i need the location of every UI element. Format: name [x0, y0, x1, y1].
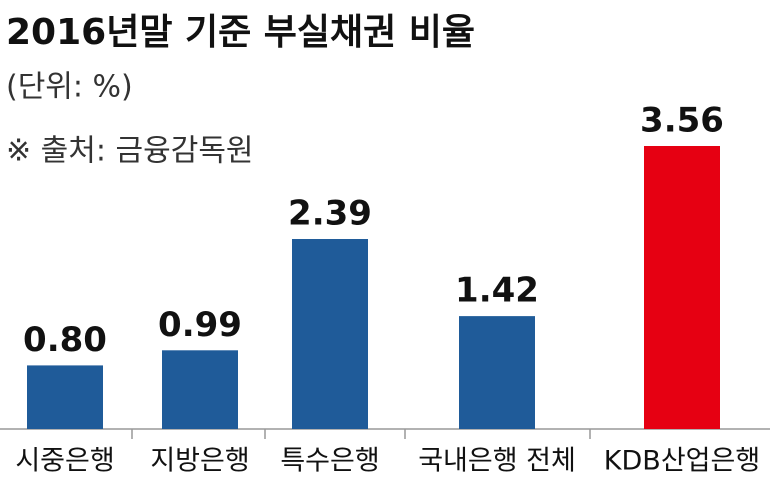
x-tick-label: KDB산업은행 — [604, 446, 760, 477]
value-label: 3.56 — [640, 101, 724, 141]
value-label: 2.39 — [288, 194, 372, 234]
chart-subtitle: (단위: %) — [6, 70, 133, 105]
x-tick-label: 국내은행 전체 — [418, 446, 576, 477]
chart-title: 2016년말 기준 부실채권 비율 — [6, 12, 475, 53]
bar — [292, 239, 368, 429]
x-tick-label: 지방은행 — [150, 446, 249, 477]
value-label: 0.80 — [23, 320, 107, 360]
bar — [162, 350, 238, 429]
bar — [459, 316, 535, 429]
value-label: 0.99 — [158, 305, 242, 345]
bar — [644, 146, 720, 429]
chart-source: ※ 출처: 금융감독원 — [6, 134, 254, 169]
x-tick-label: 시중은행 — [15, 446, 114, 477]
x-tick-label: 특수은행 — [280, 446, 379, 477]
bar — [27, 365, 103, 429]
value-label: 1.42 — [455, 271, 539, 311]
